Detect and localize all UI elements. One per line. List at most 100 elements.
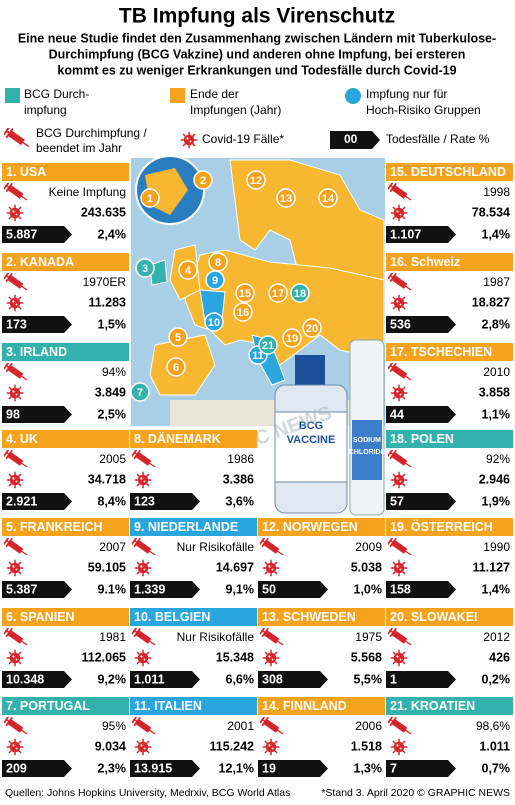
virus-icon (134, 738, 152, 756)
deaths: 44 (390, 407, 404, 421)
card-header (258, 608, 385, 626)
cases: 112.065 (82, 650, 127, 664)
country-card: 4. UK 2005 34.718 2.921 8,4% (2, 430, 129, 512)
bcg-status: 2001 (227, 719, 254, 733)
virus-icon (6, 649, 24, 667)
deaths-box (2, 760, 72, 777)
cases: 5.568 (351, 650, 382, 664)
country-card: 7. PORTUGAL 95% 9.034 209 2,3% (2, 697, 129, 779)
card-header (130, 518, 257, 536)
rate: 1,4% (482, 227, 511, 241)
legend-label: Ende der (190, 87, 239, 101)
card-header (2, 697, 129, 715)
map-marker-label: 6 (173, 362, 179, 374)
map-marker (178, 260, 198, 280)
deaths-box (330, 131, 380, 149)
bcg-status: 92% (486, 452, 510, 466)
deaths-box (130, 671, 200, 688)
deaths-box (130, 760, 200, 777)
map-marker (233, 302, 253, 322)
bcg-status: 2009 (355, 540, 382, 554)
deaths-box (386, 671, 456, 688)
map-marker (204, 312, 224, 332)
deaths: 1 (390, 672, 397, 686)
rate: 1,0% (354, 582, 383, 596)
country-card: 11. ITALIEN 2001 115.242 13.915 12,1% (130, 697, 257, 779)
deaths-box (386, 226, 456, 243)
cases: 34.718 (88, 472, 126, 486)
bcg-status: 98,6% (476, 719, 510, 733)
virus-icon (134, 559, 152, 577)
country-name: 20. SLOWAKEI (390, 610, 478, 624)
country-card: 14. FINNLAND 2006 1.518 19 1,3% (258, 697, 385, 779)
deaths-box (2, 226, 72, 243)
country-name: 13. SCHWEDEN (262, 610, 356, 624)
deaths: 7 (390, 761, 397, 775)
legend-label: BCG Durch- (24, 87, 89, 101)
card-header (2, 253, 129, 271)
cases: 9.034 (95, 739, 126, 753)
deaths: 1.107 (390, 227, 421, 241)
virus-icon (6, 204, 24, 222)
cases: 3.849 (95, 385, 126, 399)
rate: 5,5% (354, 672, 383, 686)
deaths: 13.915 (134, 761, 172, 775)
card-header (386, 697, 513, 715)
map-marker (168, 327, 188, 347)
rate: 1,9% (482, 494, 511, 508)
card-header (2, 518, 129, 536)
cases: 59.105 (88, 560, 126, 574)
deaths: 5.887 (6, 227, 37, 241)
rate: 3,6% (226, 494, 255, 508)
country-name: 9. NIEDERLANDE (134, 520, 238, 534)
card-header (2, 163, 129, 181)
cases: 243.635 (81, 205, 126, 219)
country-name: 12. NORWEGEN (262, 520, 358, 534)
legend-label: BCG Durchimpfung / (36, 126, 147, 140)
deaths: 57 (390, 494, 404, 508)
cases: 3.386 (223, 472, 254, 486)
bottle-label (274, 411, 348, 483)
card-header (386, 608, 513, 626)
map-marker-label: 20 (306, 323, 318, 335)
virus-icon (390, 294, 408, 312)
bcg-status: 95% (102, 719, 126, 733)
virus-icon (134, 471, 152, 489)
legend-sample: 00 (344, 132, 358, 146)
virus-icon (262, 559, 280, 577)
deaths-box (258, 671, 328, 688)
deaths-box (258, 581, 328, 598)
country-name: 17. TSCHECHIEN (390, 345, 492, 359)
map-marker-label: 17 (272, 288, 284, 300)
map-marker-label: 15 (239, 288, 251, 300)
map-marker-label: 12 (250, 175, 262, 187)
bcg-status: Nur Risikofälle (177, 540, 255, 554)
card-header (2, 343, 129, 361)
legend-label: Impfungen (Jahr) (190, 103, 281, 117)
rate: 1,4% (482, 582, 511, 596)
cases: 1.518 (351, 739, 382, 753)
country-name: 4. UK (6, 432, 38, 446)
virus-icon (6, 294, 24, 312)
deaths: 123 (134, 494, 155, 508)
virus-icon (390, 204, 408, 222)
cases: 15.348 (216, 650, 254, 664)
legend-swatch (170, 88, 185, 103)
cases: 11.127 (472, 560, 510, 574)
card-header (130, 697, 257, 715)
card-header (130, 608, 257, 626)
country-name: 3. IRLAND (6, 345, 67, 359)
country-name: 10. BELGIEN (134, 610, 210, 624)
rate: 9,1% (226, 582, 255, 596)
map-marker-label: 13 (280, 193, 292, 205)
rate: 12,1% (219, 761, 254, 775)
legend-label: Hoch-Risiko Gruppen (366, 103, 481, 117)
map (131, 155, 385, 426)
map-marker (166, 357, 186, 377)
card-header (258, 697, 385, 715)
country-name: 15. DEUTSCHLAND (390, 165, 506, 179)
deaths: 536 (390, 317, 411, 331)
map-marker (268, 283, 288, 303)
country-card: 9. NIEDERLANDE Nur Risikofälle 14.697 1.339… (130, 518, 257, 600)
subtitle: Durchimpfung (BCG Vakzine) und anderen o… (49, 47, 466, 61)
